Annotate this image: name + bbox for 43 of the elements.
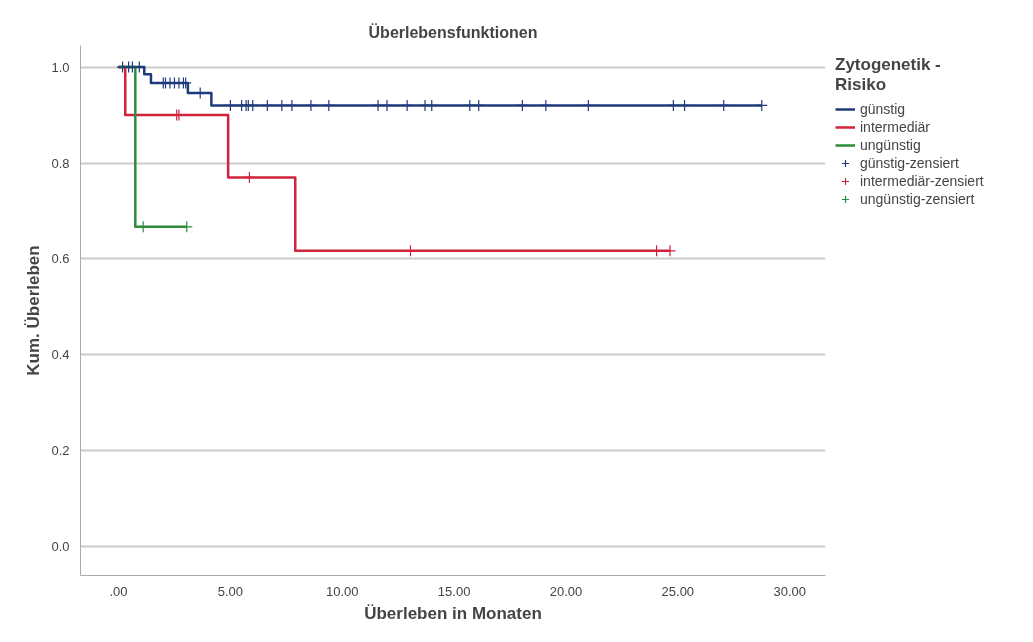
point	[755, 99, 768, 112]
legend-label: günstig	[860, 101, 906, 117]
point	[401, 99, 414, 112]
point	[224, 99, 237, 112]
y-tick-label: 0.0	[51, 539, 70, 555]
point	[371, 99, 385, 112]
point	[425, 99, 438, 112]
x-axis-title: Überleben in Monaten	[364, 603, 542, 623]
point	[472, 99, 485, 112]
x-tick-label: 10.00	[325, 583, 359, 599]
y-tick-label: 1.0	[51, 59, 70, 75]
point	[380, 99, 394, 112]
legend-label: ungünstig	[860, 137, 921, 153]
point	[678, 99, 691, 112]
point	[667, 99, 680, 112]
point	[275, 99, 288, 112]
legend-label: intermediär	[860, 119, 931, 135]
legend-label: ungünstig-zensiert	[860, 191, 975, 207]
x-tick-label: 30.00	[773, 583, 806, 599]
x-tick-label: .00	[109, 583, 128, 599]
x-tick-label: 15.00	[437, 583, 471, 599]
point	[243, 171, 256, 184]
chart-title: Überlebensfunktionen	[368, 22, 538, 41]
point	[717, 99, 730, 112]
legend-label: günstig-zensiert	[860, 155, 959, 171]
point	[516, 99, 529, 112]
y-tick-label: 0.2	[51, 443, 70, 459]
point	[582, 99, 595, 112]
y-tick-label: 0.8	[51, 155, 70, 171]
y-tick-label: 0.6	[51, 251, 70, 267]
x-tick-label: 20.00	[549, 583, 583, 599]
point	[322, 99, 335, 112]
y-tick-label: 0.4	[51, 347, 70, 363]
legend-title: Zytogenetik - Risiko	[835, 55, 942, 95]
legend-label: intermediär-zensiert	[860, 173, 984, 189]
point	[304, 99, 318, 112]
x-tick-label: 5.00	[217, 583, 244, 599]
point	[261, 99, 274, 112]
x-tick-label: 25.00	[661, 583, 695, 599]
point	[463, 99, 476, 112]
point	[539, 99, 552, 112]
y-axis-title: Kum. Überleben	[24, 245, 44, 376]
point	[285, 99, 299, 112]
